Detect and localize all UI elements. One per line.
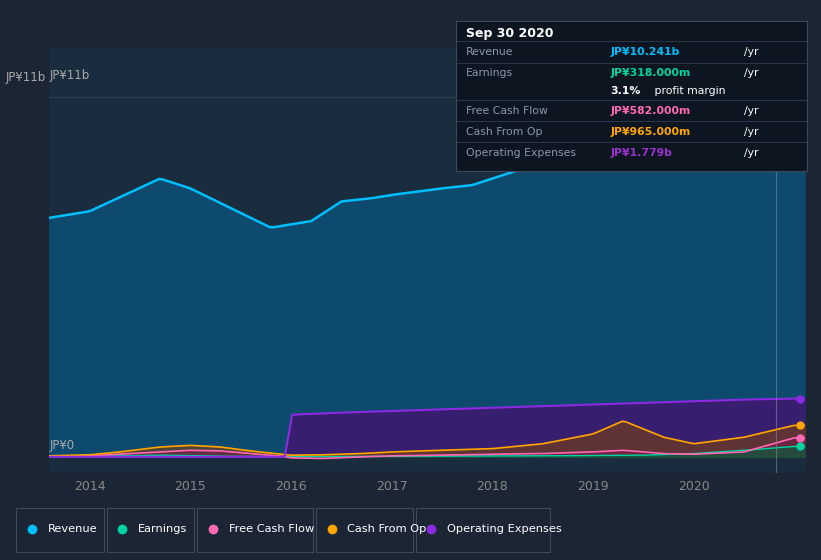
Text: JP¥0: JP¥0 bbox=[49, 439, 75, 452]
Text: 3.1%: 3.1% bbox=[610, 86, 640, 96]
Text: JP¥582.000m: JP¥582.000m bbox=[610, 105, 690, 115]
Text: profit margin: profit margin bbox=[651, 86, 725, 96]
Text: Cash From Op: Cash From Op bbox=[347, 524, 426, 534]
Text: /yr: /yr bbox=[744, 105, 759, 115]
Text: Earnings: Earnings bbox=[138, 524, 187, 534]
Text: Free Cash Flow: Free Cash Flow bbox=[228, 524, 314, 534]
Text: Operating Expenses: Operating Expenses bbox=[447, 524, 562, 534]
Text: Revenue: Revenue bbox=[48, 524, 97, 534]
Text: JP¥965.000m: JP¥965.000m bbox=[610, 127, 690, 137]
Text: JP¥10.241b: JP¥10.241b bbox=[610, 47, 680, 57]
Text: Free Cash Flow: Free Cash Flow bbox=[466, 105, 548, 115]
Bar bbox=[197, 507, 313, 552]
Text: Operating Expenses: Operating Expenses bbox=[466, 147, 576, 157]
Bar bbox=[16, 507, 103, 552]
Text: Cash From Op: Cash From Op bbox=[466, 127, 543, 137]
Text: JP¥1.779b: JP¥1.779b bbox=[610, 147, 672, 157]
Bar bbox=[415, 507, 550, 552]
Text: Earnings: Earnings bbox=[466, 68, 513, 78]
Text: Sep 30 2020: Sep 30 2020 bbox=[466, 27, 553, 40]
Text: /yr: /yr bbox=[744, 47, 759, 57]
Text: JP¥318.000m: JP¥318.000m bbox=[610, 68, 690, 78]
Text: JP¥11b: JP¥11b bbox=[49, 69, 89, 82]
Text: /yr: /yr bbox=[744, 147, 759, 157]
Bar bbox=[107, 507, 195, 552]
Text: JP¥11b: JP¥11b bbox=[5, 71, 45, 84]
Bar bbox=[316, 507, 413, 552]
Text: Revenue: Revenue bbox=[466, 47, 514, 57]
Text: /yr: /yr bbox=[744, 68, 759, 78]
Text: /yr: /yr bbox=[744, 127, 759, 137]
